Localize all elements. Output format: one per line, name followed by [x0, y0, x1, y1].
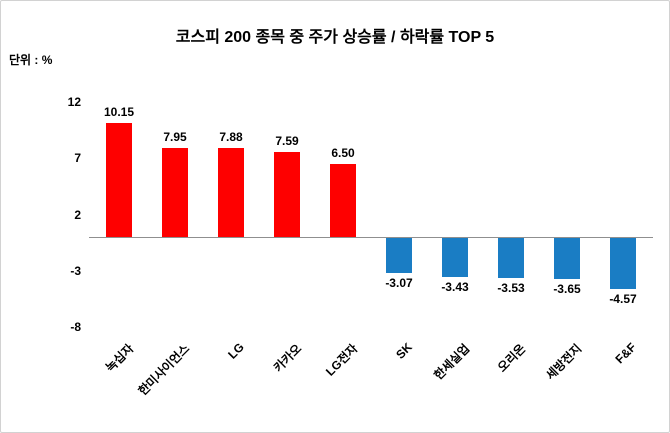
value-label: -3.07: [385, 275, 413, 290]
y-tick-label: -8: [70, 320, 81, 334]
value-label: 7.88: [219, 130, 243, 145]
value-label: 10.15: [103, 104, 135, 119]
bar: [554, 238, 580, 280]
bar: [442, 238, 468, 277]
value-label: -3.53: [497, 280, 525, 295]
y-tick-label: 7: [74, 151, 81, 166]
value-label: 7.95: [163, 129, 187, 144]
value-label: 7.59: [275, 133, 299, 148]
y-tick-label: -3: [70, 263, 81, 278]
bar: [386, 238, 412, 273]
chart-title: 코스피 200 종목 중 주가 상승률 / 하락률 TOP 5: [175, 29, 495, 46]
bar: [274, 151, 300, 237]
bar: [610, 238, 636, 290]
value-label: -4.57: [609, 292, 637, 307]
unit-label: 단위 : %: [9, 53, 53, 67]
bar: [330, 163, 356, 237]
value-label: -3.43: [441, 279, 469, 294]
bar: [498, 238, 524, 278]
bar: [162, 147, 188, 237]
zero-axis-line: [89, 237, 653, 238]
y-tick-label: 2: [74, 207, 81, 222]
value-label: 6.50: [331, 145, 355, 160]
y-tick-label: 12: [67, 95, 81, 109]
bar: [218, 148, 244, 237]
value-label: -3.65: [553, 282, 581, 297]
bar: [106, 122, 132, 237]
